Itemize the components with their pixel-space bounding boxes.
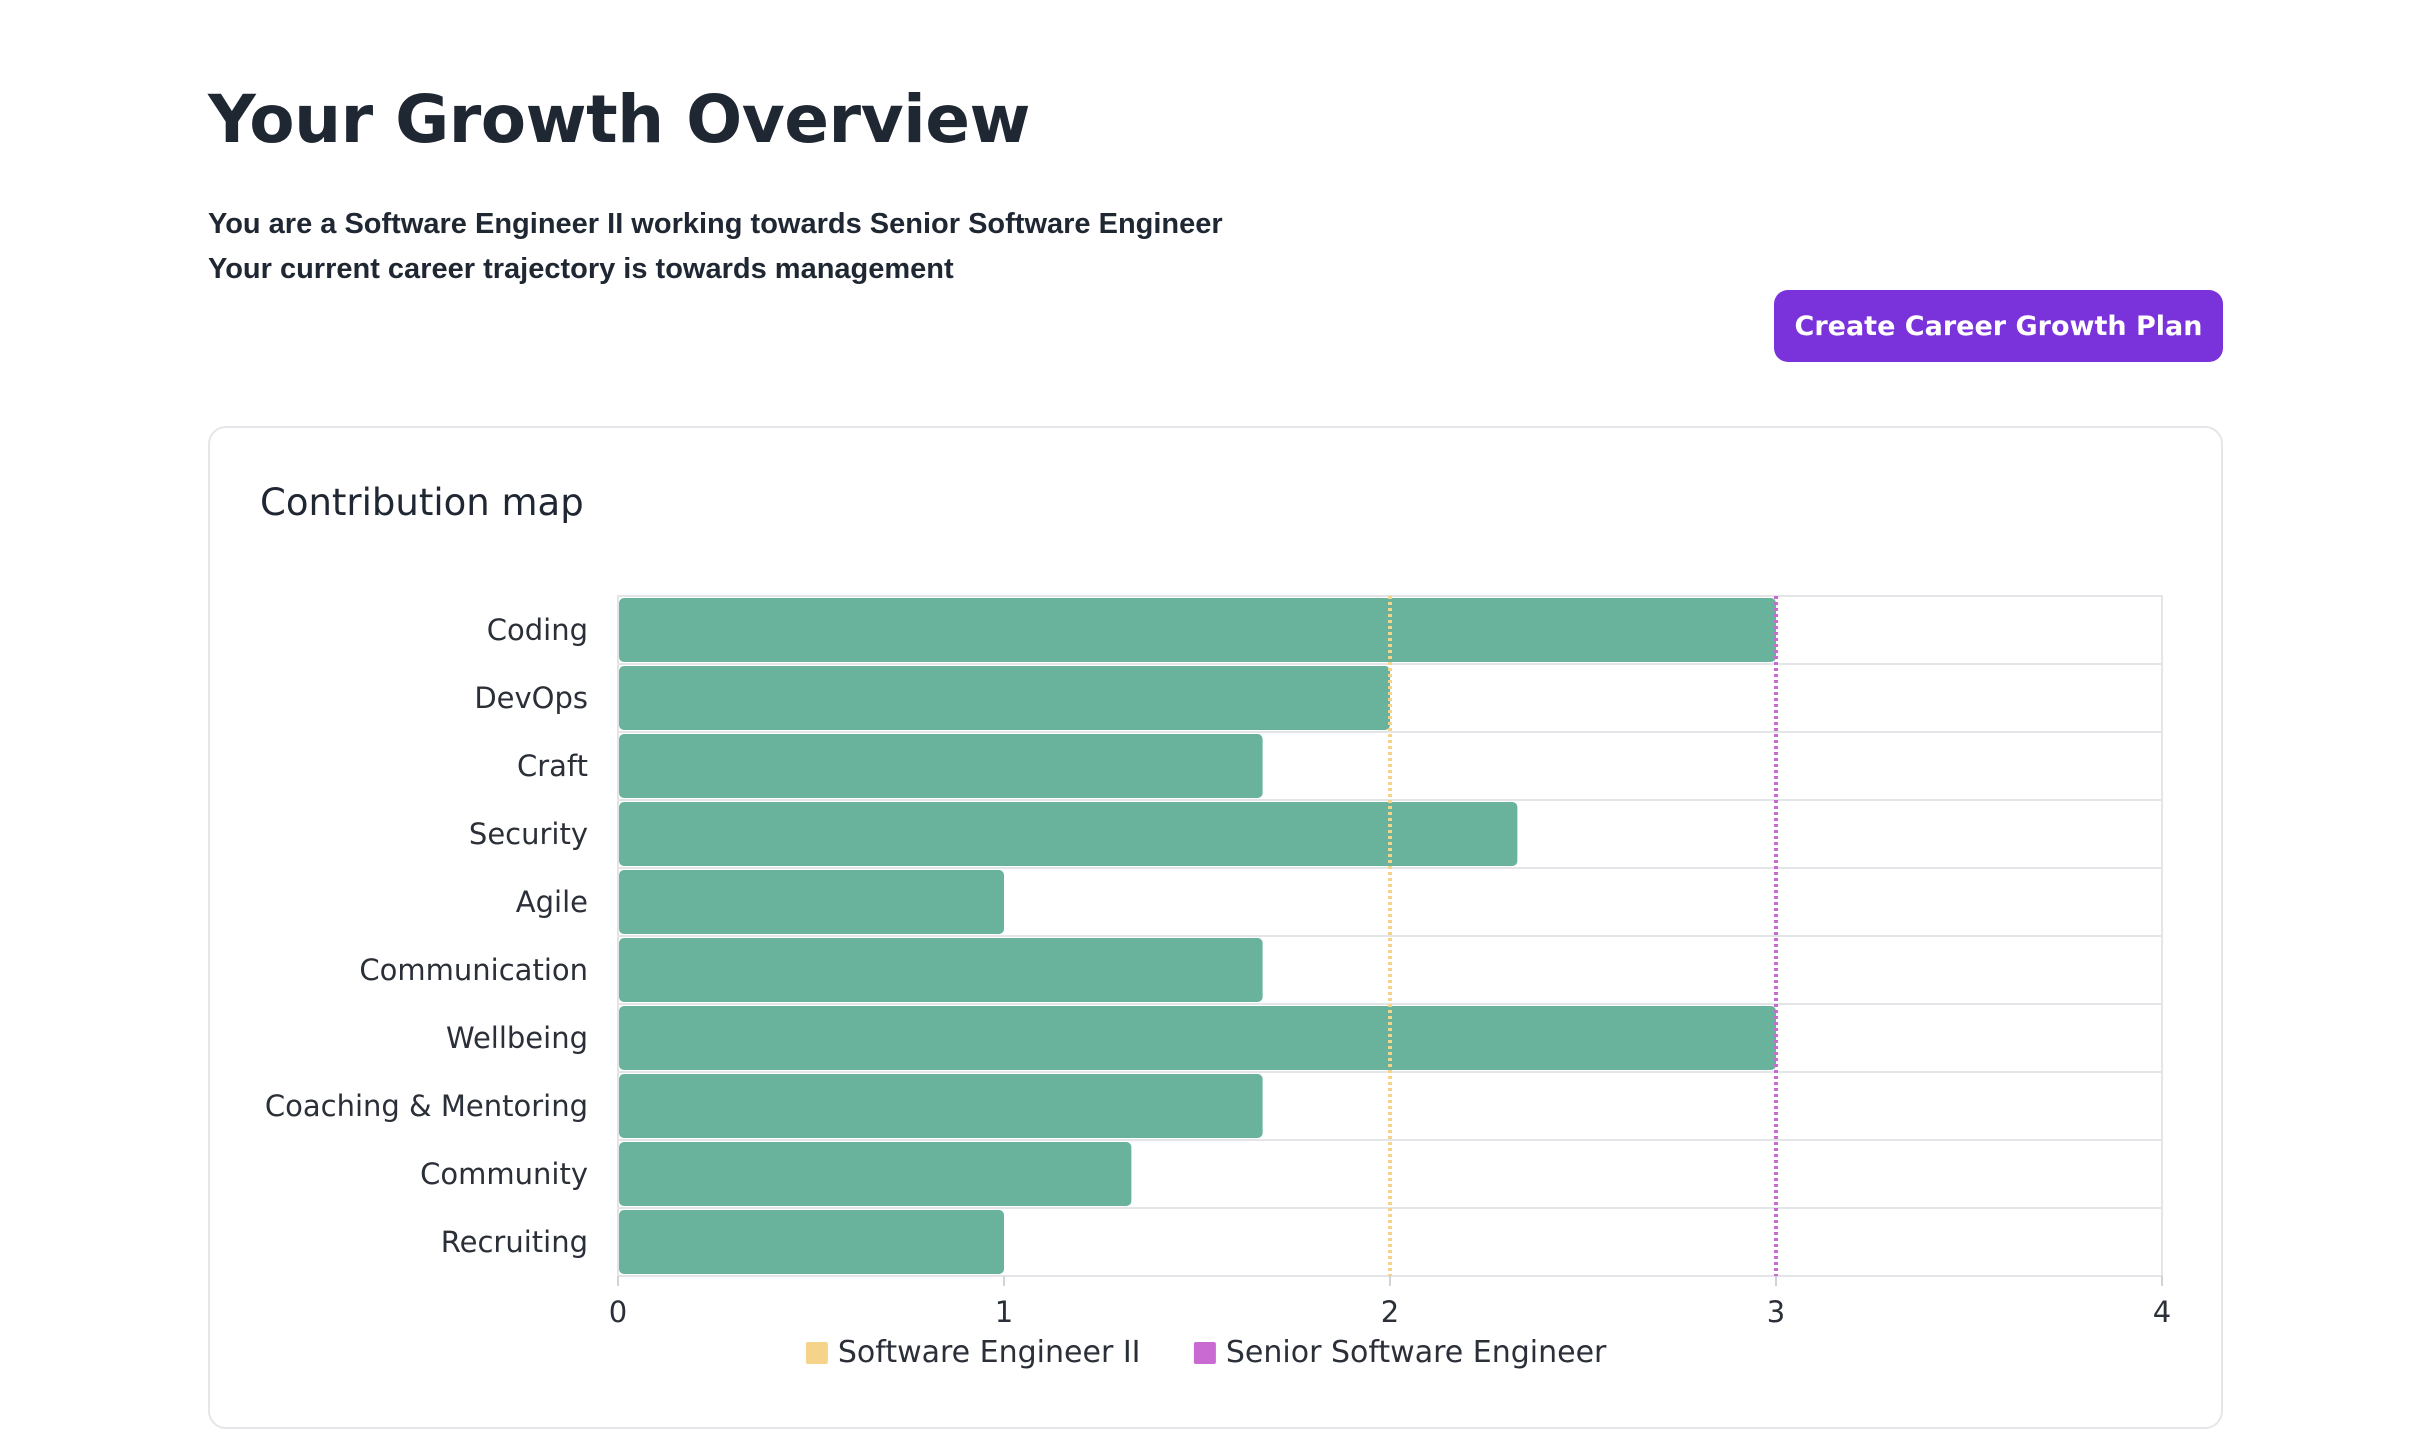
legend-swatch-senior-software-engineer: [1193, 1342, 1216, 1364]
create-career-growth-plan-button[interactable]: Create Career Growth Plan: [1774, 290, 2223, 362]
category-label-community: Community: [420, 1157, 588, 1191]
x-tick-label: 0: [609, 1295, 627, 1329]
x-tick-label: 3: [1767, 1295, 1785, 1329]
current-role-text: You are a Software Engineer II working t…: [208, 208, 1223, 240]
category-label-communication: Communication: [359, 953, 588, 987]
category-label-agile: Agile: [516, 885, 588, 919]
bar-craft: [619, 734, 1263, 798]
bar-coding: [619, 598, 1776, 662]
bar-devops: [619, 666, 1390, 730]
x-tick-label: 4: [2153, 1295, 2171, 1329]
bar-agile: [619, 870, 1004, 934]
intro-text: You are a Software Engineer II working t…: [208, 202, 1223, 292]
bar-coaching-and-mentoring: [619, 1074, 1263, 1138]
page-title: Your Growth Overview: [208, 81, 1030, 158]
bar-wellbeing: [619, 1006, 1776, 1070]
legend-label-senior-software-engineer: Senior Software Engineer: [1226, 1335, 1607, 1370]
category-label-devops: DevOps: [474, 681, 588, 715]
category-label-recruiting: Recruiting: [441, 1225, 588, 1259]
bar-recruiting: [619, 1210, 1004, 1274]
panel-title: Contribution map: [260, 481, 584, 524]
legend-label-software-engineer-ii: Software Engineer II: [838, 1335, 1141, 1370]
bar-communication: [619, 938, 1263, 1002]
category-label-craft: Craft: [517, 749, 588, 783]
bar-security: [619, 802, 1518, 866]
category-label-coding: Coding: [487, 613, 588, 647]
trajectory-text: Your current career trajectory is toward…: [208, 253, 954, 285]
bar-community: [619, 1142, 1132, 1206]
legend-swatch-software-engineer-ii: [805, 1342, 828, 1364]
contribution-map-chart: Coding DevOps Craft Security Agile Communicat…: [265, 595, 2171, 1370]
contribution-map-panel: Contribution map Coding DevOps Craft Securi…: [208, 426, 2223, 1429]
x-tick-label: 2: [1381, 1295, 1399, 1329]
category-label-coaching-and-mentoring: Coaching & Mentoring: [265, 1089, 588, 1123]
category-label-wellbeing: Wellbeing: [446, 1021, 588, 1055]
x-tick-label: 1: [995, 1295, 1013, 1329]
category-label-security: Security: [469, 817, 588, 851]
